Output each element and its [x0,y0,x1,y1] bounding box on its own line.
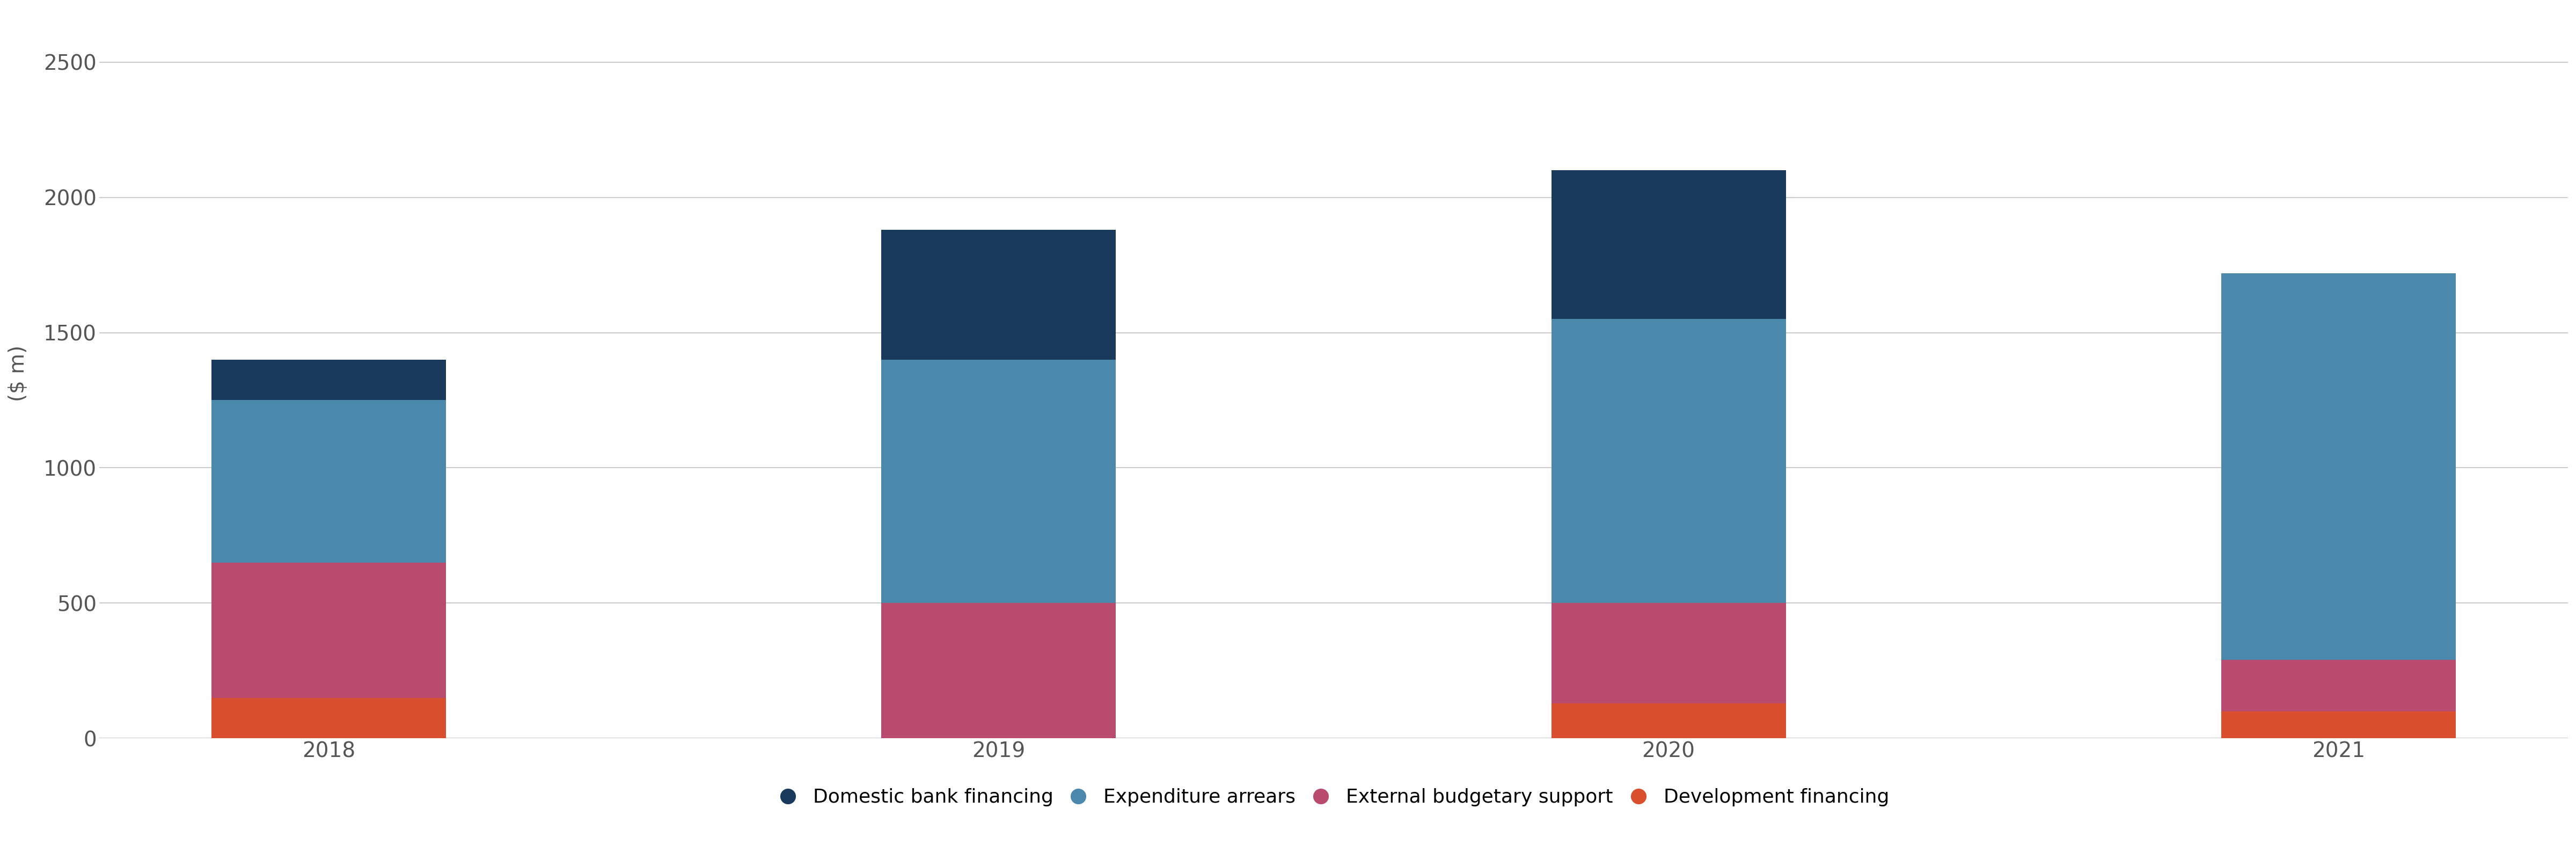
Bar [881,603,1115,739]
Bar [2221,273,2455,660]
Bar [1551,603,1785,704]
Y-axis label: ($ m): ($ m) [8,345,28,401]
Bar [1551,319,1785,603]
Bar [2221,711,2455,739]
Bar [881,360,1115,603]
Bar [2221,660,2455,711]
Bar [211,360,446,400]
Bar [211,400,446,563]
Legend: Domestic bank financing, Expenditure arrears, External budgetary support, Develo: Domestic bank financing, Expenditure arr… [768,778,1899,816]
Bar [1551,704,1785,739]
Bar [881,230,1115,360]
Bar [211,563,446,698]
Bar [1551,170,1785,319]
Bar [211,698,446,739]
